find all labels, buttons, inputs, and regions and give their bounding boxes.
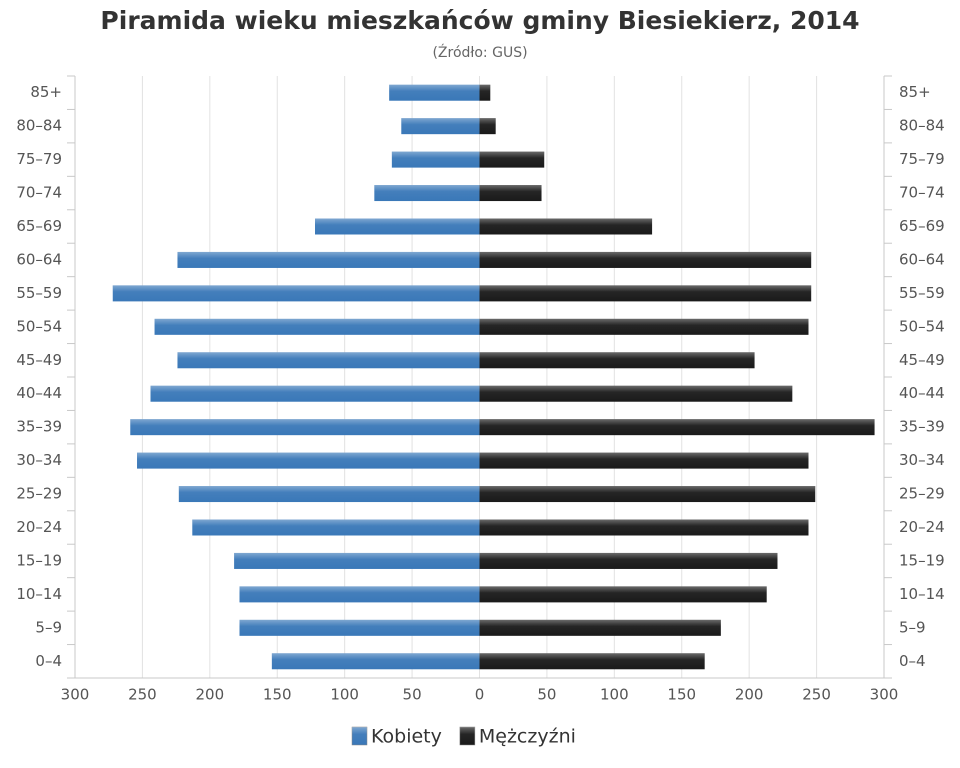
- bar-shine: [479, 251, 812, 268]
- bar-shine: [192, 519, 480, 536]
- y-tick-label: 80–84: [899, 117, 945, 135]
- x-tick-label: 300: [61, 686, 90, 704]
- y-tick-label: 25–29: [16, 485, 62, 503]
- bar-shine: [479, 552, 778, 569]
- y-tick-label: 30–34: [16, 451, 62, 469]
- y-tick-label: 75–79: [899, 150, 945, 168]
- bar-shine: [479, 352, 755, 369]
- y-tick-label: 45–49: [899, 351, 945, 369]
- chart-subtitle: (Źródło: GUS): [432, 43, 527, 61]
- bar-shine: [479, 218, 653, 235]
- y-tick-label: 65–69: [16, 217, 62, 235]
- y-tick-label: 35–39: [16, 418, 62, 436]
- x-tick-label: 200: [196, 686, 225, 704]
- y-tick-label: 25–29: [899, 485, 945, 503]
- bar-shine: [239, 619, 480, 636]
- bar-shine: [479, 385, 793, 402]
- legend-shine: [459, 727, 475, 745]
- x-tick-label: 50: [537, 686, 556, 704]
- bar-shine: [177, 352, 480, 369]
- y-tick-label: 85+: [30, 83, 62, 101]
- x-tick-label: 0: [475, 686, 485, 704]
- legend-shine: [352, 727, 367, 745]
- y-tick-label: 40–44: [899, 384, 945, 402]
- y-tick-label: 10–14: [16, 585, 62, 603]
- y-tick-label: 20–24: [16, 518, 62, 536]
- bar-shine: [479, 619, 721, 636]
- x-tick-label: 300: [870, 686, 899, 704]
- bar-shine: [178, 486, 480, 503]
- y-tick-label: 85+: [899, 83, 931, 101]
- y-tick-label: 45–49: [16, 351, 62, 369]
- y-tick-label: 0–4: [899, 652, 926, 670]
- bar-shine: [234, 552, 480, 569]
- x-tick-label: 150: [667, 686, 696, 704]
- bar-shine: [150, 385, 480, 402]
- y-tick-label: 55–59: [16, 284, 62, 302]
- y-tick-label: 40–44: [16, 384, 62, 402]
- bar-shine: [239, 586, 480, 603]
- y-tick-label: 20–24: [899, 518, 945, 536]
- x-tick-label: 100: [600, 686, 629, 704]
- y-tick-label: 30–34: [899, 451, 945, 469]
- bar-shine: [479, 151, 545, 168]
- bar-shine: [315, 218, 480, 235]
- y-tick-label: 70–74: [899, 184, 945, 202]
- x-tick-label: 200: [735, 686, 764, 704]
- bar-shine: [177, 251, 480, 268]
- y-tick-label: 80–84: [16, 117, 62, 135]
- bar-shine: [374, 185, 480, 202]
- y-tick-label: 60–64: [16, 250, 62, 268]
- bar-shine: [271, 653, 480, 670]
- y-tick-label: 70–74: [16, 184, 62, 202]
- bar-shine: [154, 318, 480, 335]
- bar-shine: [479, 586, 767, 603]
- y-tick-label: 5–9: [899, 618, 926, 636]
- bar-shine: [137, 452, 480, 469]
- x-tick-label: 100: [330, 686, 359, 704]
- bar-shine: [479, 84, 491, 101]
- y-tick-label: 35–39: [899, 418, 945, 436]
- x-tick-label: 250: [802, 686, 831, 704]
- y-tick-label: 10–14: [899, 585, 945, 603]
- bar-shine: [389, 84, 480, 101]
- x-tick-label: 150: [263, 686, 292, 704]
- bar-shine: [130, 419, 480, 436]
- bar-shine: [479, 185, 542, 202]
- y-tick-label: 0–4: [35, 652, 62, 670]
- bar-shine: [479, 486, 816, 503]
- y-tick-label: 5–9: [35, 618, 62, 636]
- bar-shine: [479, 318, 809, 335]
- y-tick-label: 65–69: [899, 217, 945, 235]
- legend-label: Mężczyźni: [479, 726, 576, 748]
- legend-label: Kobiety: [371, 726, 442, 748]
- y-tick-label: 55–59: [899, 284, 945, 302]
- bar-shine: [479, 452, 809, 469]
- y-tick-label: 50–54: [16, 317, 62, 335]
- bar-shine: [391, 151, 480, 168]
- bar-shine: [479, 285, 812, 302]
- y-tick-label: 75–79: [16, 150, 62, 168]
- bar-shine: [479, 653, 705, 670]
- bar-shine: [479, 519, 809, 536]
- bar-shine: [112, 285, 480, 302]
- y-tick-label: 15–19: [16, 551, 62, 569]
- x-tick-label: 50: [403, 686, 422, 704]
- chart-title: Piramida wieku mieszkańców gminy Biesiek…: [100, 6, 859, 35]
- bar-shine: [479, 419, 875, 436]
- y-tick-label: 15–19: [899, 551, 945, 569]
- y-tick-label: 60–64: [899, 250, 945, 268]
- x-tick-label: 250: [128, 686, 157, 704]
- y-tick-label: 50–54: [899, 317, 945, 335]
- bar-shine: [401, 118, 480, 135]
- bar-shine: [479, 118, 496, 135]
